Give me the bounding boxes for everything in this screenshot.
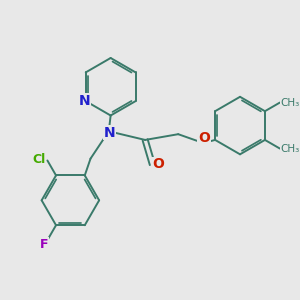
Text: N: N: [79, 94, 90, 108]
Text: CH₃: CH₃: [280, 98, 300, 108]
Text: Cl: Cl: [32, 152, 45, 166]
Text: O: O: [152, 158, 164, 171]
Text: CH₃: CH₃: [280, 144, 300, 154]
Text: F: F: [40, 238, 49, 251]
Text: N: N: [103, 126, 115, 140]
Text: O: O: [198, 131, 210, 146]
